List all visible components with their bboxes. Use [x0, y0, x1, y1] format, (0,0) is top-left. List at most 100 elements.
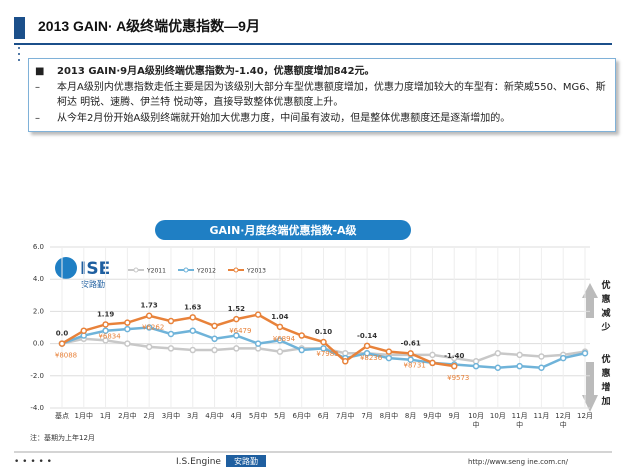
amount-label: ¥8088: [55, 352, 77, 360]
x-tick-label: 10月: [490, 412, 506, 420]
logo: ISE: [80, 259, 110, 279]
title-block: [14, 17, 25, 39]
footer-brand: I.S.Engine: [176, 457, 221, 467]
x-tick-label: 2月中: [118, 411, 136, 420]
point: [233, 345, 240, 352]
legend-marker: [133, 267, 139, 273]
point: [363, 350, 371, 357]
point: [167, 345, 175, 352]
point: [102, 327, 109, 334]
y-tick-label: -2.0: [30, 372, 44, 380]
y-tick-label: -4.0: [30, 404, 44, 412]
bullet: ■ 2013 GAIN·9月A级别终端优惠指数为-1.40，优惠额度增加842元。: [35, 64, 609, 79]
point: [298, 332, 305, 339]
bullet-mark: –: [35, 82, 40, 93]
point: [233, 315, 240, 323]
point: [429, 359, 436, 367]
x-tick-label: 7月: [361, 412, 372, 420]
x-tick-label: 6月: [318, 412, 329, 420]
bullet-box: ■ 2013 GAIN·9月A级别终端优惠指数为-1.40，优惠额度增加842元。…: [28, 58, 616, 132]
x-tick-label: 4月中: [205, 411, 223, 420]
y-tick-label: 6.0: [33, 243, 44, 251]
point: [451, 354, 458, 362]
point: [80, 327, 88, 334]
point: [429, 351, 436, 359]
side-dots: [18, 47, 20, 61]
x-tick-label: 7月中: [336, 411, 354, 420]
value-label: -0.14: [357, 332, 377, 340]
point: [298, 346, 305, 354]
legend-label: Y2013: [246, 268, 266, 275]
legend-label: Y2012: [196, 268, 216, 275]
point: [254, 311, 262, 318]
point: [538, 353, 545, 360]
legend-label: Y2011: [146, 268, 166, 275]
point: [189, 327, 196, 334]
value-label: -0.61: [401, 339, 421, 347]
point: [581, 350, 589, 357]
point: [124, 325, 131, 333]
point: [211, 322, 218, 330]
amount-label: ¥6262: [142, 324, 164, 332]
point: [407, 356, 414, 363]
note: 注：基期为上年12月: [30, 433, 95, 442]
legend-marker: [233, 267, 239, 273]
x-tick-label: 12月中: [555, 412, 571, 429]
bullet-text: 从今年2月份开始A级别终端就开始加大优惠力度，中间虽有波动，但是整体优惠额度还是…: [57, 113, 511, 124]
bullet-mark: ■: [35, 66, 45, 77]
x-tick-label: 4月: [231, 412, 242, 420]
point: [211, 346, 218, 354]
amount-label: ¥6894: [273, 335, 296, 343]
x-tick-label: 2月: [143, 412, 154, 420]
value-label: 1.52: [228, 305, 245, 313]
y-tick-label: 2.0: [33, 307, 44, 315]
point: [385, 354, 393, 362]
footer-brand-cn: 安路勤: [234, 456, 258, 466]
point: [124, 319, 131, 326]
chart-title-pill: [155, 220, 411, 240]
side-label: 优惠增加: [600, 353, 610, 407]
x-tick-label: 10月中: [468, 412, 484, 429]
point: [102, 321, 109, 328]
point: [167, 317, 175, 325]
amount-label: ¥6834: [98, 332, 121, 340]
bullet: – 本月A级别内优惠指数走低主要是因为该级别大部分车型优惠额度增加，优惠力度增加较…: [35, 80, 609, 110]
bullet-text: 本月A级别内优惠指数走低主要是因为该级别大部分车型优惠额度增加，优惠力度增加较大…: [57, 82, 606, 108]
legend-marker: [183, 267, 189, 273]
value-label: 0.10: [315, 328, 332, 336]
x-tick-label: 11月: [533, 412, 549, 420]
arrow-down: [582, 362, 598, 412]
value-label: 1.63: [184, 303, 201, 311]
value-label: 1.04: [271, 313, 288, 321]
bullet-text: 2013 GAIN·9月A级别终端优惠指数为-1.40，优惠额度增加842元。: [57, 66, 375, 77]
point: [189, 346, 196, 354]
bullet: – 从今年2月份开始A级别终端就开始加大优惠力度，中间虽有波动，但是整体优惠额度还…: [35, 111, 609, 126]
point: [276, 323, 284, 331]
point: [342, 358, 349, 365]
point: [494, 350, 502, 357]
arrow-up: [582, 283, 598, 318]
x-tick-label: 6月中: [292, 411, 310, 420]
x-tick-label: 3月中: [162, 411, 180, 420]
y-tick-label: 0.0: [33, 340, 44, 348]
x-tick-label: 3月: [187, 412, 198, 420]
point: [58, 340, 66, 347]
point: [167, 330, 175, 338]
point: [276, 337, 284, 344]
slide-title: 2013 GAIN· A级终端优惠指数—9月: [38, 18, 260, 34]
x-tick-label: 12月: [577, 412, 593, 420]
x-tick-label: 5月: [274, 412, 285, 420]
point: [102, 337, 109, 344]
point: [363, 342, 371, 350]
logo-sub: 安路勤: [81, 279, 105, 289]
amount-label: ¥9573: [447, 374, 469, 382]
point: [320, 338, 327, 346]
footer-dots: • • • • •: [14, 457, 52, 467]
footer-url: http://www.seng ine.com.cn/: [468, 458, 569, 466]
point: [494, 364, 502, 371]
point: [559, 354, 567, 362]
x-tick-label: 1月中: [75, 411, 93, 420]
footer-badge: [226, 455, 266, 467]
